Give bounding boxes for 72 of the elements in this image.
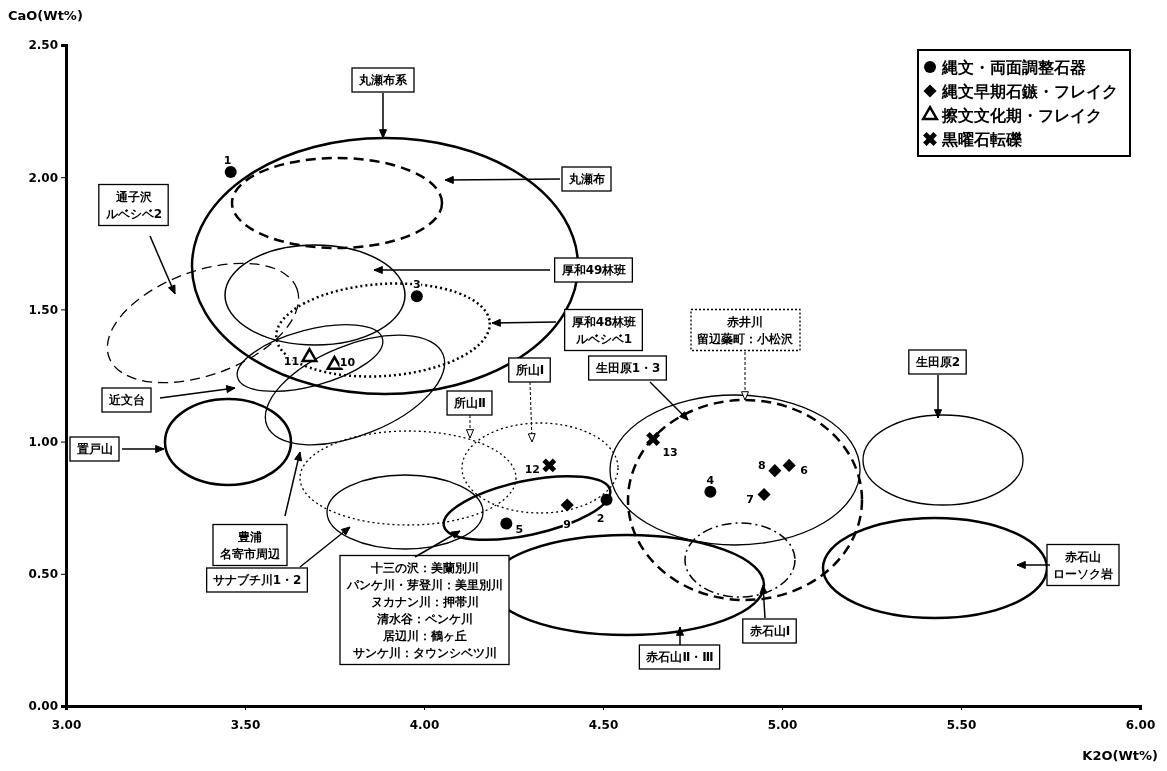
y-tick-label: 0.50: [28, 567, 58, 582]
y-tick-label: 2.50: [28, 38, 58, 53]
x-tick-label: 5.00: [767, 717, 798, 732]
annotation: 所山Ⅱ: [453, 396, 486, 410]
annotation: 13: [662, 445, 678, 459]
annotation: サンケ川：タウンシベツ川: [353, 645, 497, 660]
point: [768, 464, 782, 478]
annotation: 6: [800, 464, 809, 478]
x-tick-label: 3.00: [51, 717, 82, 732]
x-tick-label: 4.50: [588, 717, 619, 732]
y-tick-label: 2.00: [28, 170, 58, 185]
annotation: ルベシベ1: [574, 331, 633, 346]
point: [224, 165, 237, 178]
annotation: 赤石山Ⅱ・Ⅲ: [645, 650, 714, 664]
annotation: 8: [758, 458, 766, 472]
annotation: 近文台: [108, 393, 145, 407]
point: [500, 517, 513, 530]
point: [542, 458, 557, 473]
legend-label: 縄文早期石鏃・フレイク: [941, 82, 1118, 101]
point: [646, 432, 661, 446]
y-tick-label: 1.00: [28, 434, 58, 449]
annotation: 名寄市周辺: [219, 546, 281, 561]
x-axis-title: K2O(Wt%): [1082, 748, 1158, 763]
annotation: 通子沢: [115, 189, 153, 204]
annotation: ローソク岩: [1053, 566, 1113, 581]
point: [410, 290, 423, 303]
annotation: 所山Ⅰ: [514, 363, 545, 377]
annotation: 5: [515, 522, 524, 536]
annotation: 清水谷：ペンケ川: [376, 611, 473, 626]
point: [600, 493, 613, 506]
legend-label: 縄文・両面調整石器: [941, 58, 1086, 77]
y-axis-title: CaO(Wt%): [8, 8, 83, 23]
y-tick-label: 1.50: [28, 302, 58, 317]
legend-label: 黒曜石転礫: [941, 130, 1023, 149]
point: [782, 458, 796, 472]
annotation: 留辺蘂町：小松沢: [697, 331, 794, 346]
point: [301, 347, 318, 363]
annotation: 11: [283, 354, 300, 368]
legend-label: 擦文文化期・フレイク: [941, 106, 1102, 125]
point: [560, 498, 574, 512]
annotation: 赤井川: [726, 314, 763, 329]
point: [326, 355, 343, 371]
x-tick-label: 5.50: [946, 717, 977, 732]
annotation: サナブチ川1・2: [212, 573, 302, 587]
point: [757, 487, 771, 502]
annotation: 厚和48林班: [570, 314, 637, 329]
annotation: 赤石山: [1064, 549, 1101, 564]
annotation: 生田原1・3: [594, 361, 661, 375]
annotation: パンケ川・芽登川：美里別川: [346, 577, 503, 592]
annotation: 赤石山Ⅰ: [748, 624, 791, 638]
annotation: 厚和49林班: [560, 263, 627, 277]
annotation: ルベシベ2: [104, 206, 163, 221]
x-tick-label: 6.00: [1125, 717, 1156, 732]
x-tick-label: 4.00: [409, 717, 440, 732]
annotation: 十三の沢：美蘭別川: [370, 560, 479, 575]
annotation: 生田原2: [914, 355, 961, 369]
point: [704, 485, 717, 498]
x-tick-label: 3.50: [230, 717, 261, 732]
annotation: 豊浦: [237, 529, 262, 544]
annotation: 10: [339, 355, 356, 369]
annotation: 居辺川：鶴ヶ丘: [382, 628, 467, 643]
annotation: 置戸山: [76, 442, 113, 456]
annotation: 丸瀬布: [568, 172, 605, 186]
annotation: 3: [413, 278, 421, 292]
annotation: ヌカナン川：押帯川: [371, 594, 479, 609]
annotation: 4: [706, 473, 715, 487]
y-tick-label: 0.00: [28, 699, 58, 714]
annotation: 2: [596, 511, 605, 525]
annotation: 7: [746, 493, 754, 507]
annotation: 1: [223, 153, 232, 167]
annotation: 丸瀬布系: [358, 73, 408, 87]
annotation: 12: [524, 463, 540, 477]
